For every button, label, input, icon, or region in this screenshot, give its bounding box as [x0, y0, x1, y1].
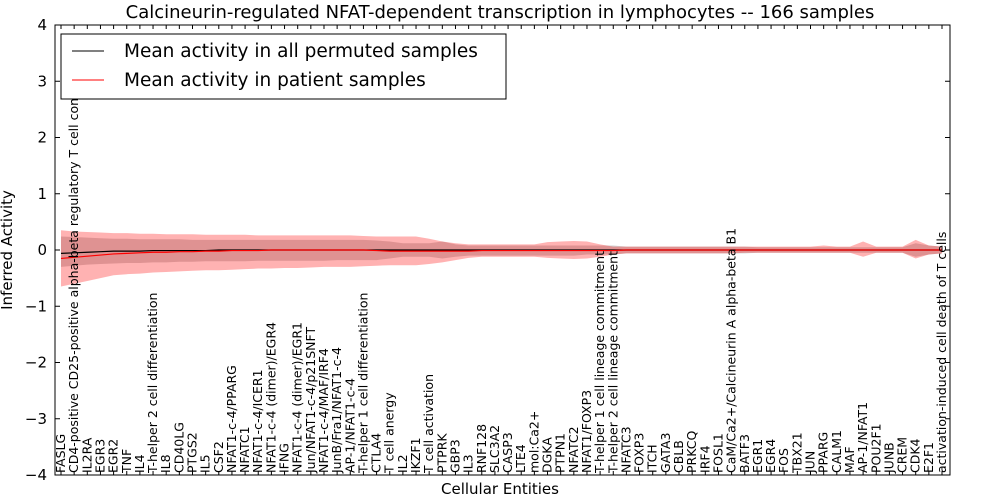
x-category-label: E2F1 [921, 442, 936, 473]
line-patient-mean [60, 249, 942, 260]
x-category-label: CREM [895, 437, 910, 473]
x-category-label: CDK4 [908, 438, 923, 473]
x-category-label: T cell anergy [382, 392, 397, 474]
x-category-label: mol:Ca2+ [526, 411, 541, 473]
y-tick-label: 3 [37, 72, 47, 90]
x-category-label: GBP3 [447, 439, 462, 473]
x-category-label: activation-induced cell death of T cells [934, 232, 949, 473]
x-category-label: IL2 [395, 454, 410, 473]
x-category-label: NFATC3 [618, 426, 633, 473]
x-category-label: SLC3A2 [487, 425, 502, 473]
series-lines [60, 249, 942, 260]
x-category-label: TBX21 [789, 432, 804, 474]
x-category-label: Jun/NFAT1-c-4/p21SNFT [303, 327, 318, 474]
legend-label-patient: Mean activity in patient samples [124, 70, 426, 91]
x-category-label: NFAT1-c-4/PPARG [224, 365, 239, 473]
x-category-label: CTLA4 [369, 433, 384, 473]
band-patient [61, 230, 942, 287]
y-tick-label: −4 [25, 466, 47, 484]
x-category-label: NFAT1-c-4/MAF/IRF4 [316, 348, 331, 473]
legend-box [60, 33, 507, 100]
y-tick-label: −1 [25, 297, 47, 315]
y-tick-label: 0 [37, 241, 47, 259]
x-category-label: NFAT1-c-4 (dimer)/EGR4 [263, 322, 278, 473]
x-category-label: T-helper 1 cell lineage commitment [592, 251, 607, 474]
x-category-label: IL5 [198, 454, 213, 473]
chart-title: Calcineurin-regulated NFAT-dependent tra… [126, 2, 875, 23]
x-category-label: NFAT1-c-4 (dimer)/EGR1 [290, 322, 305, 473]
y-tick-label: 1 [37, 185, 47, 203]
x-category-label: IL2RA [79, 437, 94, 473]
legend-label-permuted: Mean activity in all permuted samples [124, 41, 478, 62]
x-category-label: AP-1/NFAT1 [855, 402, 870, 473]
x-category-label: MAF [842, 446, 857, 473]
x-category-label: CASP3 [500, 432, 515, 473]
x-category-label: POU2F1 [868, 423, 883, 473]
x-category-label: T cell activation [421, 374, 436, 474]
x-category-label: T-helper 2 cell differentiation [145, 293, 160, 474]
x-category-label: FOSL1 [710, 433, 725, 473]
x-category-label: NFATC2 [566, 426, 581, 473]
x-category-label: IL4 [132, 454, 147, 473]
confidence-bands [61, 230, 942, 287]
x-category-label: LTE4 [513, 444, 528, 473]
x-category-label: CD40LG [171, 422, 186, 473]
y-axis: −4 −3 −2 −1 0 1 2 3 4 [25, 16, 950, 484]
x-category-label: CD4-positive CD25-positive alpha-beta re… [66, 40, 81, 473]
x-category-label: CSF2 [211, 441, 226, 473]
y-tick-label: 4 [37, 16, 47, 34]
x-category-label: IKZF1 [408, 437, 423, 473]
x-category-label: FASLG [53, 434, 68, 473]
x-category-label: T-helper 1 cell differentiation [355, 293, 370, 474]
x-category-label: DGKA [540, 437, 555, 473]
x-category-label: CALM1 [829, 430, 844, 473]
y-axis-label: Inferred Activity [0, 190, 16, 310]
x-category-label: PRKCQ [684, 431, 699, 473]
x-category-label: T-helper 2 cell lineage commitment [605, 251, 620, 474]
x-category-label: ITCH [645, 444, 660, 473]
band-permuted [61, 236, 942, 267]
x-category-label: NFATC1 [237, 426, 252, 473]
x-category-label: RNF128 [474, 424, 489, 473]
x-axis-label: Cellular Entities [441, 480, 559, 498]
x-category-label: NFAT1/FOXP3 [579, 390, 594, 473]
x-category-label: JUN [803, 451, 818, 474]
x-category-label: PTPRK [434, 433, 449, 473]
x-category-label: JunB/Fra1/NFAT1-c-4 [329, 347, 344, 474]
x-category-label: FOXP3 [632, 433, 647, 473]
x-category-label: TNF [119, 449, 134, 474]
x-category-label: JUNB [881, 442, 896, 474]
x-category-label: IRF4 [697, 445, 712, 473]
x-category-label: AP-1/NFAT1-c-4 [342, 378, 357, 473]
x-category-label: PTPN1 [553, 433, 568, 473]
x-category-label: CBLB [671, 440, 686, 473]
x-category-label: EGR4 [763, 439, 778, 473]
x-category-label: CaM/Ca2+/Calcineurin A alpha-beta B1 [724, 228, 739, 473]
x-category-label: EGR2 [106, 439, 121, 473]
x-category-label: IL8 [158, 454, 173, 473]
x-category-label: PPARG [816, 432, 831, 473]
x-category-label: IFNG [277, 443, 292, 473]
x-category-label: BATF3 [737, 434, 752, 473]
x-category-label: GATA3 [658, 433, 673, 473]
x-category-label: IL3 [461, 454, 476, 473]
x-category-label: EGR3 [92, 439, 107, 473]
x-category-label: NFAT1-c-4/ICER1 [250, 369, 265, 473]
y-tick-label: 2 [37, 129, 47, 147]
y-tick-label: −3 [25, 410, 47, 428]
x-category-label: PTGS2 [184, 432, 199, 473]
x-category-label: EGR1 [750, 439, 765, 473]
y-tick-label: −2 [25, 354, 47, 372]
legend: Mean activity in all permuted samples Me… [60, 33, 507, 100]
x-category-label: FOS [776, 448, 791, 473]
